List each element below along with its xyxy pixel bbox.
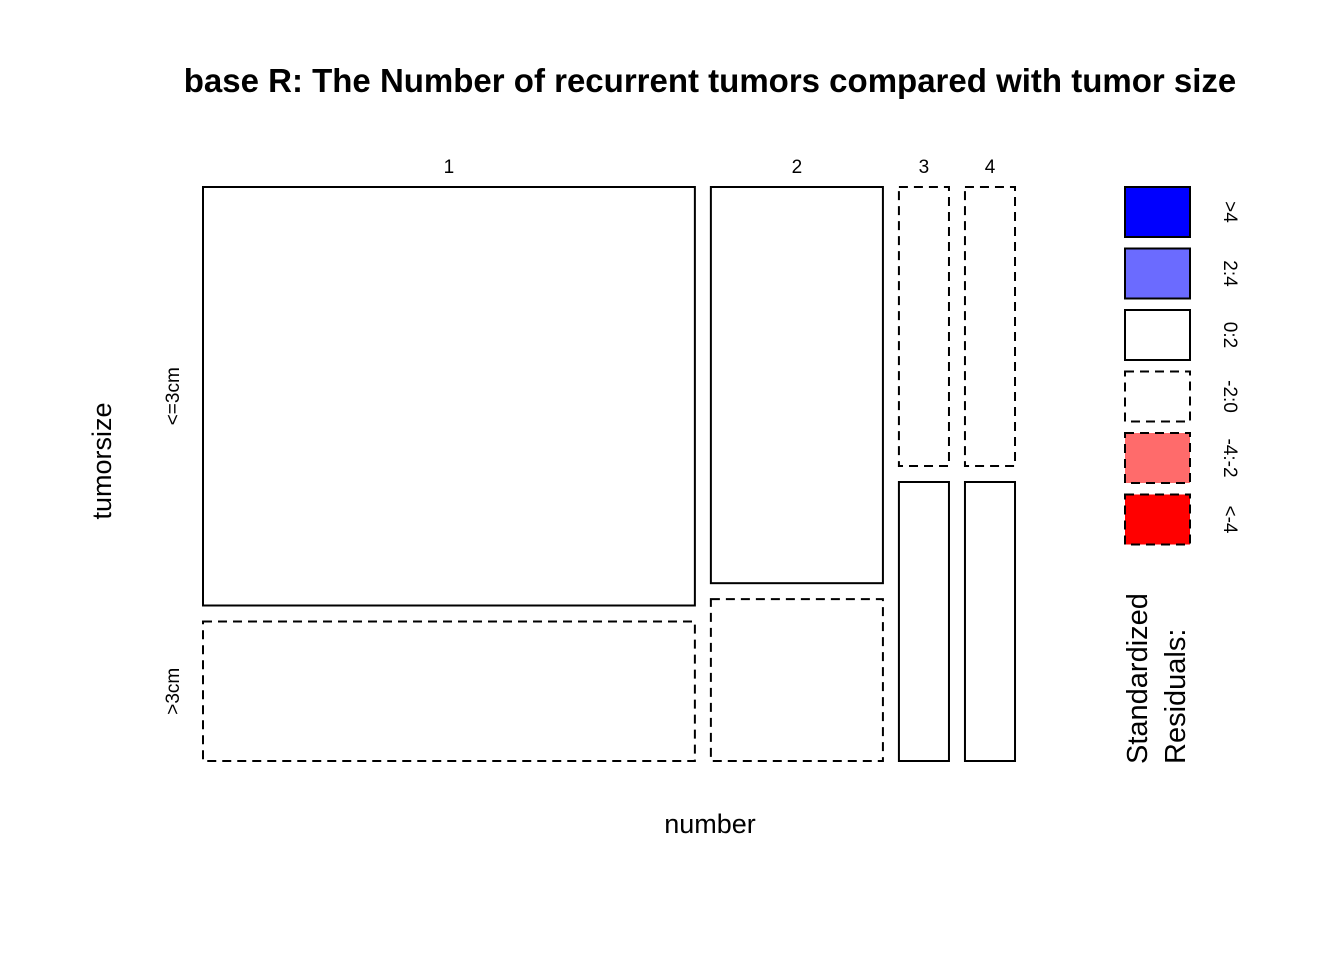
mosaic-tiles [202, 186, 1017, 762]
legend-swatch [1124, 186, 1191, 238]
legend-label: -2:0 [1219, 380, 1240, 413]
y-tick-label: >3cm [163, 668, 184, 715]
legend-title: Standardized [1122, 593, 1154, 764]
x-tick-label: 2 [792, 157, 803, 178]
legend-label: >4 [1219, 201, 1240, 223]
x-tick-label: 4 [985, 157, 996, 178]
legend-swatch [1124, 432, 1191, 484]
legend-label: -4:-2 [1219, 438, 1240, 477]
mosaic-tile [897, 481, 950, 762]
mosaic-tile [963, 481, 1017, 762]
legend-swatch [1124, 309, 1191, 361]
legend: >4 2:4 0:2 -2:0 -4:-2 <-4 Standardized Residual… [1122, 186, 1240, 764]
legend-swatch [1124, 370, 1191, 423]
mosaic-tile [202, 186, 696, 607]
legend-title: Residuals: [1160, 629, 1192, 764]
mosaic-tile [709, 186, 884, 585]
mosaic-tile [963, 186, 1017, 467]
legend-label: <-4 [1219, 506, 1240, 534]
x-tick-label: 3 [919, 157, 930, 178]
legend-swatch [1124, 493, 1191, 546]
x-tick-label: 1 [444, 157, 455, 178]
x-tick-labels: 1 2 3 4 [444, 157, 996, 178]
legend-label: 0:2 [1219, 322, 1240, 348]
y-tick-label: <=3cm [163, 367, 184, 425]
chart-title: base R: The Number of recurrent tumors c… [184, 62, 1237, 99]
mosaic-tile [897, 186, 950, 467]
y-axis-label: tumorsize [87, 402, 117, 519]
legend-label: 2:4 [1219, 260, 1240, 287]
mosaic-tile [202, 620, 696, 762]
mosaic-tile [709, 598, 884, 762]
y-tick-labels: <=3cm >3cm [163, 367, 184, 715]
legend-swatch [1124, 247, 1191, 300]
x-axis-label: number [664, 809, 756, 839]
